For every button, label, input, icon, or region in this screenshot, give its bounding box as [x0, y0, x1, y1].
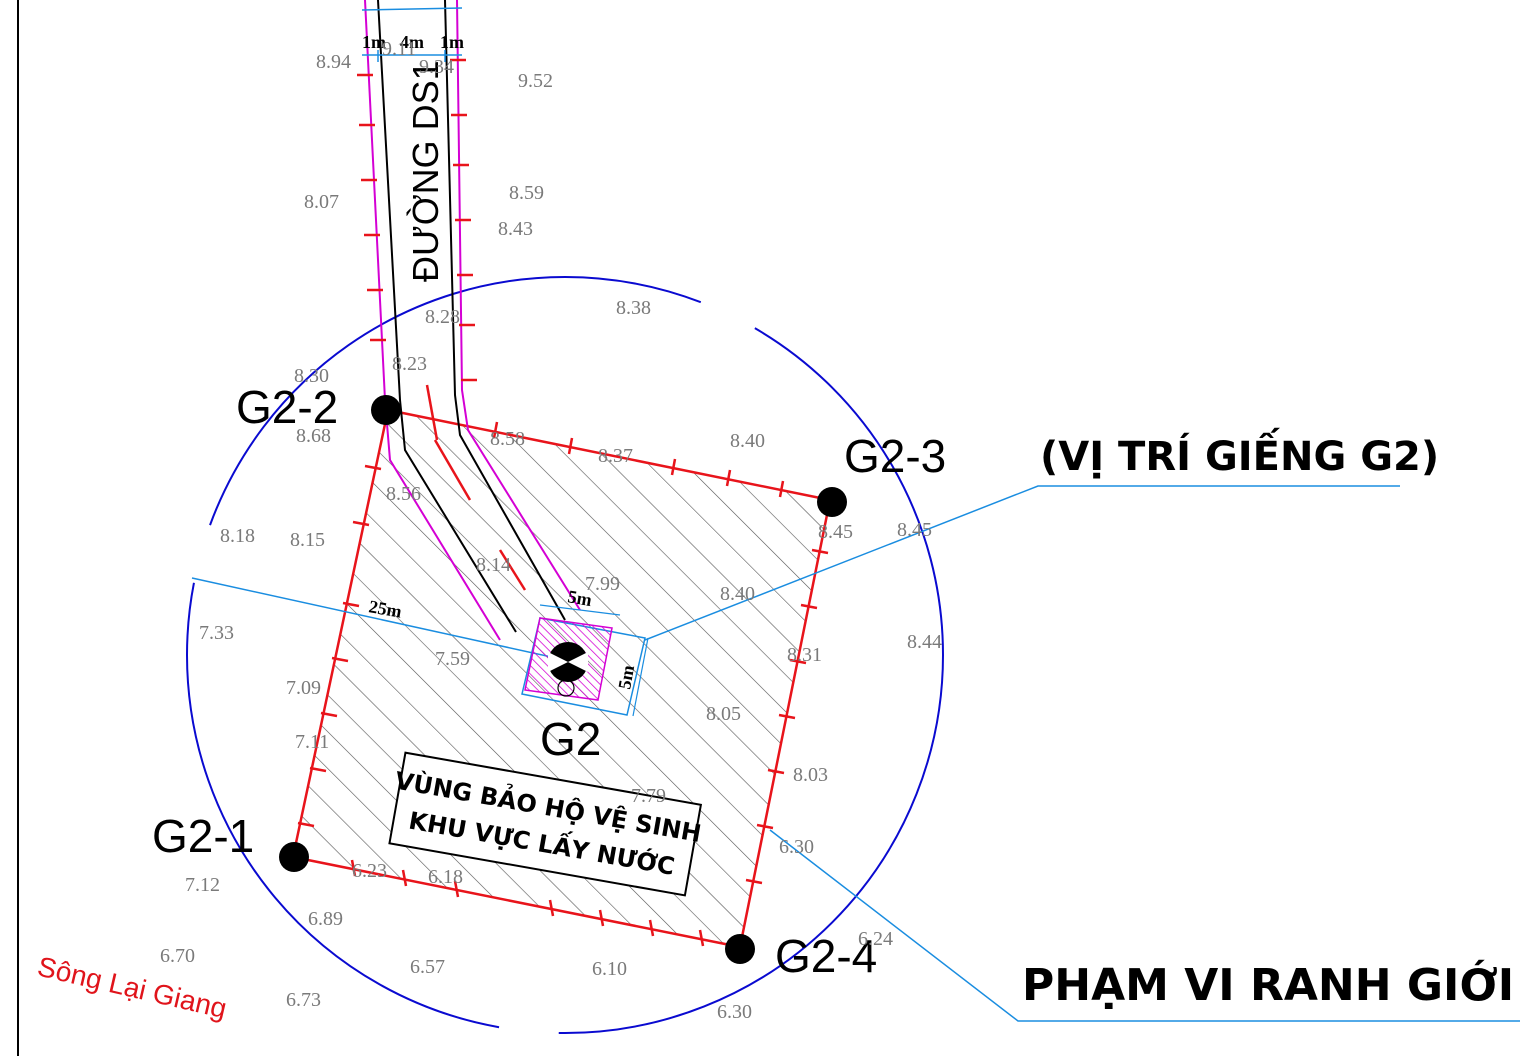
- elevation-label: 8.45: [897, 519, 932, 541]
- elevation-label: 8.30: [294, 365, 329, 387]
- elevation-label: 8.40: [730, 430, 765, 452]
- callout-leaders: [644, 485, 1520, 1022]
- elevation-label: 8.03: [793, 764, 828, 786]
- road-width-right: 1m: [440, 32, 464, 52]
- elevation-label: 7.11: [295, 731, 329, 753]
- elevation-label: 9.11: [382, 38, 416, 60]
- elevation-label: 8.15: [290, 529, 325, 551]
- elevation-label: 7.33: [199, 622, 234, 644]
- elevation-label: 8.68: [296, 425, 331, 447]
- elevation-label: 7.59: [435, 648, 470, 670]
- elevation-label: 6.70: [160, 945, 195, 967]
- elevation-label: 6.18: [428, 866, 463, 888]
- elevation-label: 8.58: [490, 428, 525, 450]
- corner-point-markers: [279, 395, 847, 964]
- well-dim-width: 5m: [566, 586, 593, 610]
- elevation-label: 8.05: [706, 703, 741, 725]
- elevation-label: 6.10: [592, 958, 627, 980]
- corner-label-g2-1: G2-1: [152, 810, 254, 862]
- elevation-label: 8.37: [598, 445, 633, 467]
- callout-boundary: PHẠM VI RANH GIỚI QH: [1022, 958, 1526, 1011]
- elevation-label: 8.23: [392, 353, 427, 375]
- river-label: Sông Lại Giang: [35, 951, 230, 1025]
- elevation-label: 8.07: [304, 191, 339, 213]
- elevation-label: 7.99: [585, 573, 620, 595]
- corner-label-g2-3: G2-3: [844, 430, 946, 482]
- protection-radius-circle: [186, 276, 944, 1034]
- elevation-label: 8.43: [498, 218, 533, 240]
- elevation-label: 8.45: [818, 521, 853, 543]
- callout-well-position: (VỊ TRÍ GIẾNG G2): [1040, 426, 1439, 480]
- elevation-label: 6.30: [779, 836, 814, 858]
- elevation-label: 7.79: [631, 785, 666, 807]
- elevation-label: 7.09: [286, 677, 321, 699]
- road-width-left: 1m: [362, 32, 386, 52]
- boundary-ticks: [297, 421, 829, 947]
- road-ds1: [357, 0, 581, 641]
- well-label: G2: [540, 713, 601, 765]
- elevation-label: 8.44: [907, 631, 942, 653]
- elevation-label: 9.34: [419, 56, 454, 78]
- corner-label-g2-2: G2-2: [236, 381, 338, 433]
- elevation-label: 7.12: [185, 874, 220, 896]
- elevation-label: 8.38: [616, 297, 651, 319]
- elevation-label: 8.94: [316, 51, 351, 73]
- elevation-label: 6.57: [410, 956, 445, 978]
- elevation-label: 8.56: [386, 483, 421, 505]
- spot-elevations: 8.94 9.11 9.34 9.52 8.07 8.59 8.43 8.38 …: [160, 38, 942, 1023]
- radius-dimension: [191, 577, 566, 661]
- elevation-label: 6.30: [717, 1001, 752, 1023]
- well-dim-height: 5m: [614, 664, 638, 691]
- elevation-label: 6.73: [286, 989, 321, 1011]
- elevation-label: 8.28: [425, 306, 460, 328]
- elevation-label: 8.14: [476, 554, 511, 576]
- corner-label-g2-4: G2-4: [775, 930, 877, 982]
- elevation-label: 6.23: [352, 860, 387, 882]
- well-icon: [548, 642, 588, 697]
- elevation-label: 9.52: [518, 70, 553, 92]
- elevation-label: 8.59: [509, 182, 544, 204]
- road-label: ĐƯỜNG DS1: [405, 60, 446, 282]
- elevation-label: 8.40: [720, 583, 755, 605]
- elevation-label: 8.18: [220, 525, 255, 547]
- elevation-label: 6.89: [308, 908, 343, 930]
- elevation-label: 8.31: [787, 644, 822, 666]
- road-width-middle: 4m: [400, 32, 424, 52]
- elevation-label: 6.24: [858, 928, 893, 950]
